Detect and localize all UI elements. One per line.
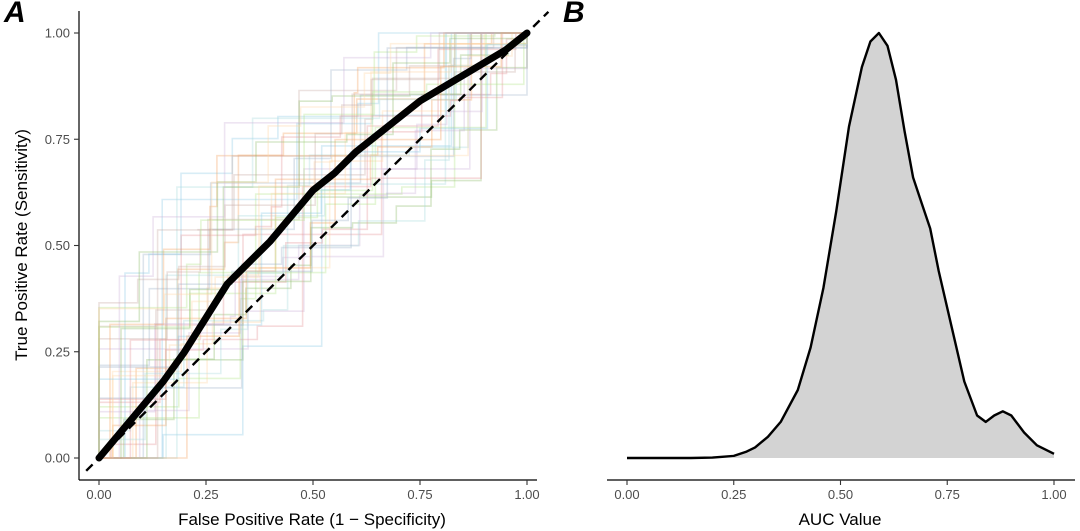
background-roc-curve [98,32,527,458]
background-roc-curve [99,32,527,459]
background-roc-curve [98,33,528,458]
roc-x-tick-label: 1.00 [514,487,539,502]
panel-label-a: A [3,0,26,29]
background-roc-curve [98,32,527,458]
roc-x-ticks: 0.00 0.25 0.50 0.75 1.00 [86,480,540,502]
background-roc-curve [98,32,527,458]
panel-label-b: B [563,0,585,29]
background-roc-curve [99,32,527,459]
auc-density-line [627,31,1055,460]
background-roc-curve [99,32,527,459]
auc-density-panel: 0.00 0.25 0.50 0.75 1.00 B AUC Value [563,0,1075,529]
roc-x-tick-label: 0.00 [86,487,111,502]
background-roc-curve [99,33,528,459]
background-roc-curve [99,32,527,459]
background-roc-curve [98,33,528,458]
roc-y-ticks: 0.00 0.25 0.50 0.75 1.00 [45,26,79,466]
background-roc-curve [99,32,527,459]
roc-panel: 0.00 0.25 0.50 0.75 1.00 0.00 0.25 0.50 0.75 1.0… [3,0,550,529]
background-roc-curve [98,32,527,458]
background-roc-curve [99,32,527,459]
auc-x-tick-label: 0.50 [828,487,853,502]
background-roc-curve [98,33,528,458]
auc-x-tick-label: 0.75 [935,487,960,502]
roc-y-tick-label: 0.75 [45,132,70,147]
background-roc-curve [99,32,527,459]
background-roc-curve [99,33,528,459]
background-roc-curve [99,32,527,459]
background-roc-curve [99,32,527,459]
background-roc-curve [98,32,527,458]
auc-x-ticks: 0.00 0.25 0.50 0.75 1.00 [614,480,1067,502]
background-roc-curve [98,32,527,458]
background-roc-curve [98,32,527,458]
auc-density-area [733,33,1054,458]
mean-roc-curve [95,29,531,462]
roc-y-tick-label: 0.50 [45,238,70,253]
auc-x-tick-label: 0.00 [614,487,639,502]
background-roc-curve [99,32,527,459]
background-roc-curve [99,33,528,459]
chance-diagonal-line [85,10,550,472]
background-roc-curve [99,32,527,459]
background-roc-curve [99,33,528,459]
auc-x-axis-title: AUC Value [799,510,882,529]
roc-x-tick-label: 0.50 [300,487,325,502]
roc-y-tick-label: 0.00 [45,451,70,466]
auc-x-tick-label: 1.00 [1041,487,1066,502]
roc-x-tick-label: 0.75 [407,487,432,502]
roc-y-axis-title: True Positive Rate (Sensitivity) [12,129,31,361]
background-roc-curve [99,32,527,459]
roc-y-tick-label: 1.00 [45,26,70,41]
auc-x-tick-label: 0.25 [721,487,746,502]
roc-x-tick-label: 0.25 [193,487,218,502]
roc-y-tick-label: 0.25 [45,344,70,359]
background-roc-curve [98,32,527,458]
background-roc-curve [98,33,528,458]
background-roc-curve [99,32,527,459]
roc-x-axis-title: False Positive Rate (1 − Specificity) [178,510,446,529]
